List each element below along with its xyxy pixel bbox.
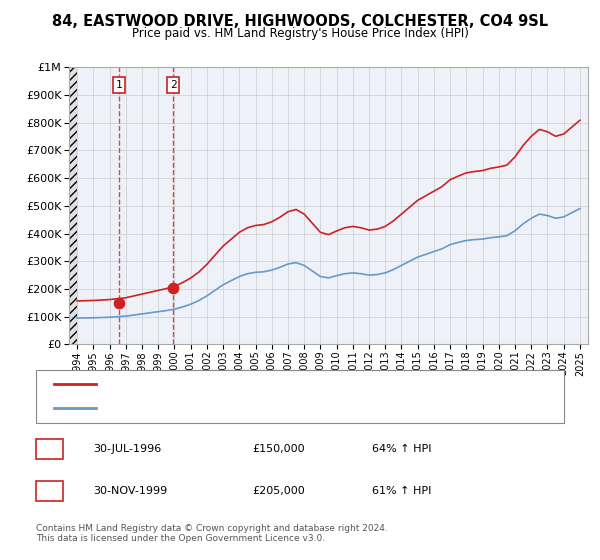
Text: £150,000: £150,000	[252, 445, 305, 454]
Text: 84, EASTWOOD DRIVE, HIGHWOODS, COLCHESTER, CO4 9SL: 84, EASTWOOD DRIVE, HIGHWOODS, COLCHESTE…	[52, 14, 548, 29]
Text: 30-NOV-1999: 30-NOV-1999	[93, 487, 167, 496]
Text: 30-JUL-1996: 30-JUL-1996	[93, 445, 161, 454]
Text: 1: 1	[46, 445, 53, 454]
Text: £205,000: £205,000	[252, 487, 305, 496]
Text: 84, EASTWOOD DRIVE, HIGHWOODS, COLCHESTER, CO4 9SL (detached house): 84, EASTWOOD DRIVE, HIGHWOODS, COLCHESTE…	[105, 380, 518, 390]
Text: Price paid vs. HM Land Registry's House Price Index (HPI): Price paid vs. HM Land Registry's House …	[131, 27, 469, 40]
Point	[169, 283, 178, 292]
Text: 2: 2	[170, 80, 176, 90]
Bar	[69, 67, 77, 344]
Text: 2: 2	[46, 487, 53, 496]
Text: 64% ↑ HPI: 64% ↑ HPI	[372, 445, 431, 454]
Text: 61% ↑ HPI: 61% ↑ HPI	[372, 487, 431, 496]
Point	[114, 298, 124, 307]
Text: HPI: Average price, detached house, Colchester: HPI: Average price, detached house, Colc…	[105, 403, 354, 413]
Text: Contains HM Land Registry data © Crown copyright and database right 2024.
This d: Contains HM Land Registry data © Crown c…	[36, 524, 388, 543]
Text: 1: 1	[115, 80, 122, 90]
